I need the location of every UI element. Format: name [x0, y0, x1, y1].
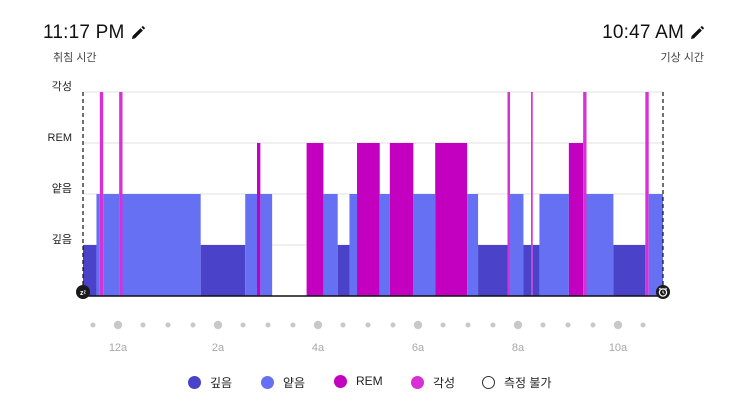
stage-bar [337, 245, 350, 296]
stage-bar [510, 194, 524, 296]
legend-label: 각성 [433, 376, 456, 390]
stage-bar [200, 245, 246, 296]
stage-bar [435, 143, 468, 296]
stage-bar [323, 194, 338, 296]
hour-tick-dot [113, 320, 123, 330]
stage-bar [539, 194, 569, 296]
legend-label: 측정 불가 [504, 376, 552, 390]
bedtime-value[interactable]: 11:17 PM [43, 22, 125, 43]
stage-bar [523, 245, 532, 296]
bedtime-block: 11:17 PM 취침 시간 [43, 22, 145, 65]
stage-bar [245, 194, 257, 296]
minor-tick-dot [240, 322, 246, 328]
minor-tick-dot [365, 322, 371, 328]
stage-bar [357, 143, 380, 296]
waketime-value[interactable]: 10:47 AM [602, 22, 684, 43]
stage-bar [467, 194, 479, 296]
y-axis-label: 깊음 [52, 233, 72, 246]
legend-dot [188, 376, 201, 389]
stage-bar [583, 92, 587, 296]
x-tick-label: 4a [312, 342, 325, 354]
x-tick-label: 6a [412, 342, 425, 354]
minor-tick-dot [565, 322, 571, 328]
minor-tick-dot [290, 322, 296, 328]
y-axis-label: 각성 [52, 80, 72, 93]
minor-tick-dot [90, 322, 96, 328]
minor-tick-dot [340, 322, 346, 328]
stage-bar [531, 92, 533, 296]
legend-label: REM [356, 374, 383, 388]
svg-text:zᶻ: zᶻ [80, 290, 87, 297]
stage-bar [413, 194, 436, 296]
hour-tick-dot [613, 320, 623, 330]
x-axis: 12a 2a 4a 6a 8a 10a [90, 320, 646, 354]
minor-tick-dot [165, 322, 171, 328]
waketime-label: 기상 시간 [660, 52, 704, 64]
x-tick-label: 2a [212, 342, 225, 354]
stage-bar [349, 194, 358, 296]
stage-bar [306, 143, 324, 296]
stage-bar [96, 194, 100, 296]
stage-bar [83, 245, 97, 296]
waketime-block: 10:47 AM 기상 시간 [602, 22, 704, 65]
stage-bar [379, 194, 390, 296]
bedtime-label: 취침 시간 [53, 52, 97, 64]
minor-tick-dot [390, 322, 396, 328]
stage-bar [648, 194, 663, 296]
stage-bar [568, 143, 584, 296]
hour-tick-dot [513, 320, 523, 330]
legend-dot [411, 376, 424, 389]
zzz-icon: zᶻ [76, 285, 90, 299]
legend-dot [482, 376, 495, 389]
minor-tick-dot [140, 322, 146, 328]
stage-bar [260, 194, 273, 296]
hour-tick-dot [413, 320, 423, 330]
stage-bar [478, 245, 508, 296]
legend-dot [334, 374, 347, 388]
legend-label: 깊음 [210, 376, 233, 390]
stage-bar [645, 92, 649, 296]
pencil-icon[interactable] [690, 26, 704, 40]
stage-bar [103, 194, 120, 296]
stage-bar [119, 92, 123, 296]
minor-tick-dot [265, 322, 271, 328]
stage-bar [389, 143, 414, 296]
y-axis-labels: 깊음 얕음 REM 각성 [48, 80, 72, 246]
minor-tick-dot [490, 322, 496, 328]
stage-bar [507, 92, 511, 296]
legend-item-deep: 깊음 [188, 374, 232, 391]
sleep-stage-chart: 깊음 얕음 REM 각성 12a 2a 4a 6a 8a 10a zᶻ [48, 80, 670, 354]
hour-tick-dot [213, 320, 223, 330]
legend-label: 얕음 [283, 376, 306, 390]
legend-item-awake: 각성 [411, 374, 455, 391]
legend-item-unmeasured: 측정 불가 [482, 374, 552, 391]
stage-bar [613, 245, 646, 296]
stage-bar [586, 194, 614, 296]
stage-bar [257, 143, 261, 296]
x-tick-label: 8a [512, 342, 525, 354]
minor-tick-dot [190, 322, 196, 328]
stage-bar [99, 92, 104, 296]
stage-bar [532, 245, 540, 296]
legend-dot [261, 376, 274, 389]
y-axis-label: REM [48, 132, 72, 144]
minor-tick-dot [590, 322, 596, 328]
minor-tick-dot [640, 322, 646, 328]
pencil-icon[interactable] [131, 26, 145, 40]
legend-item-rem: REM [334, 374, 383, 388]
hour-tick-dot [313, 320, 323, 330]
minor-tick-dot [465, 322, 471, 328]
stage-bar [122, 194, 201, 296]
legend-item-light: 얕음 [261, 374, 305, 391]
alarm-clock-icon [656, 285, 670, 299]
stage-bars [83, 92, 663, 296]
y-axis-label: 얕음 [52, 182, 72, 195]
x-tick-label: 12a [109, 342, 128, 354]
minor-tick-dot [540, 322, 546, 328]
x-tick-label: 10a [609, 342, 628, 354]
chart-borders [82, 92, 664, 297]
minor-tick-dot [440, 322, 446, 328]
